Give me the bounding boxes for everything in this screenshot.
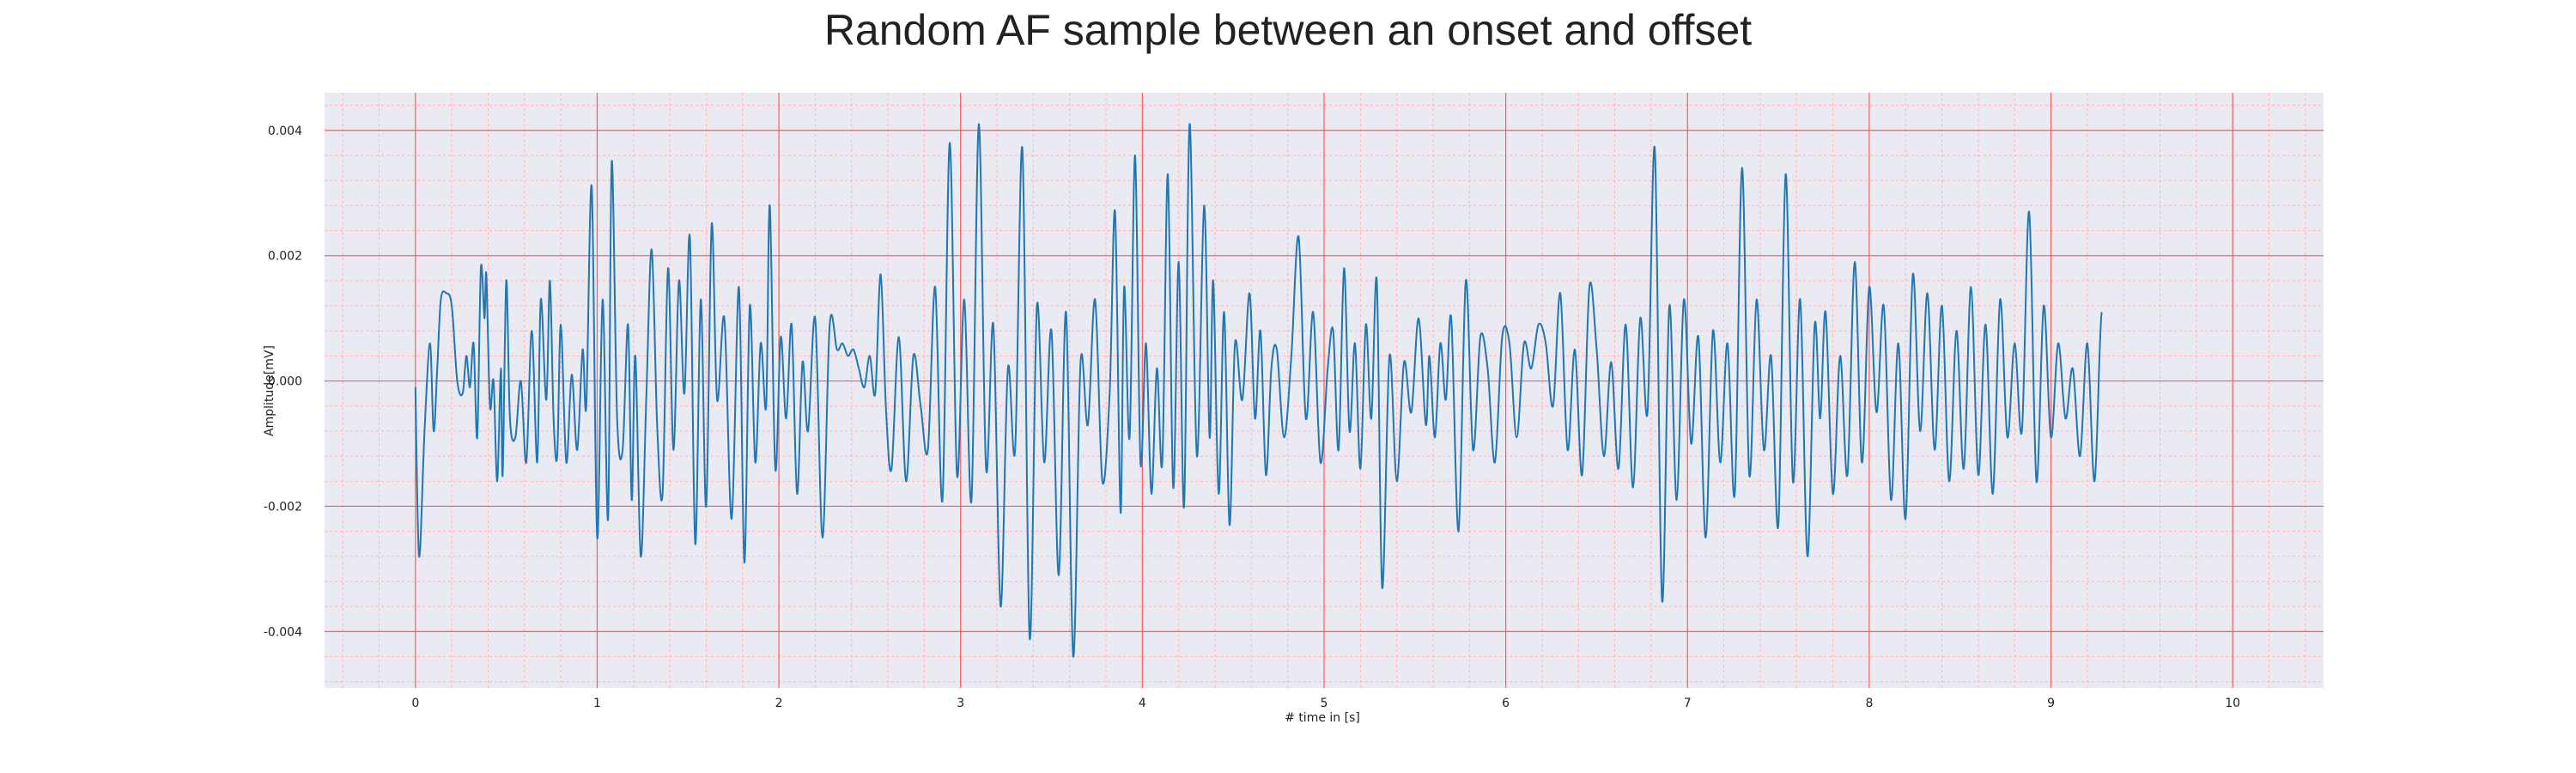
x-tick-label: 10: [2225, 697, 2240, 710]
x-tick-label: 1: [593, 697, 601, 710]
x-tick-label: 3: [957, 697, 964, 710]
y-axis-label: Amplitude[mV]: [263, 345, 276, 436]
x-tick-label: 7: [1684, 697, 1692, 710]
y-axis-ticks: -0.004 -0.002 0.000 0.002 0.004: [264, 125, 302, 640]
y-tick-label: 0.004: [268, 125, 302, 138]
major-grid: [325, 93, 2324, 688]
x-tick-label: 6: [1502, 697, 1510, 710]
y-tick-label: -0.002: [264, 500, 302, 514]
x-axis-label: # time in [s]: [1285, 711, 1360, 725]
y-tick-label: 0.000: [268, 375, 302, 389]
x-axis-ticks: 0 1 2 3 4 5 6 7 8 9 10: [411, 697, 2240, 710]
x-tick-label: 4: [1139, 697, 1146, 710]
chart-title: Random AF sample between an onset and of…: [824, 6, 1752, 54]
x-tick-label: 5: [1321, 697, 1328, 710]
x-tick-label: 2: [775, 697, 783, 710]
x-tick-label: 0: [411, 697, 419, 710]
x-tick-label: 9: [2047, 697, 2055, 710]
x-tick-label: 8: [1865, 697, 1873, 710]
y-tick-label: -0.004: [264, 625, 302, 639]
y-tick-label: 0.002: [268, 250, 302, 264]
series-layer: [414, 123, 2103, 658]
series-line: [414, 123, 2103, 658]
